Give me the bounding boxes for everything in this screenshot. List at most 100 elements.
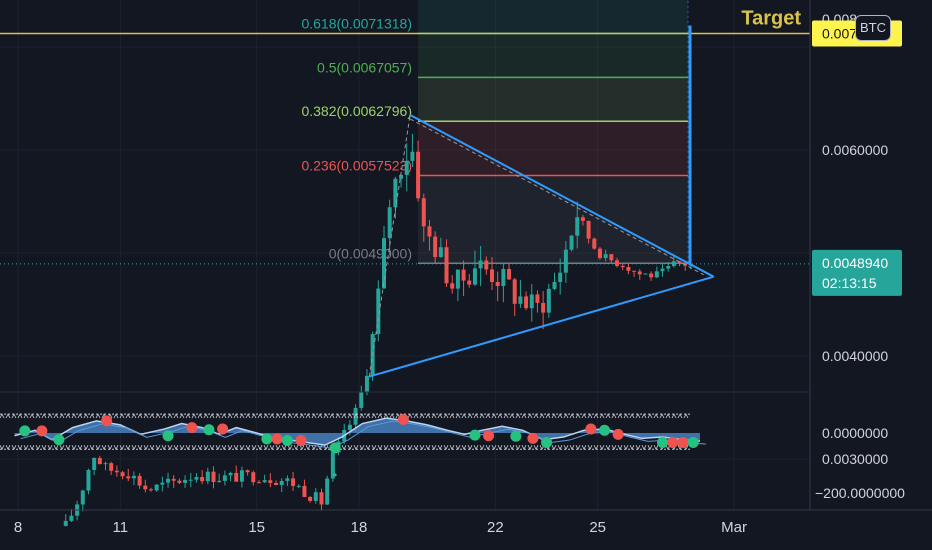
band-tick: [593, 445, 599, 451]
band-tick: [443, 413, 449, 419]
candle-body: [546, 288, 551, 313]
oscillator-pane: [0, 413, 707, 477]
band-tick: [491, 413, 497, 419]
bearish-cross-marker: [271, 433, 283, 445]
time-tick-label: 15: [248, 519, 265, 536]
band-tick: [71, 413, 77, 419]
candle-body: [501, 268, 506, 287]
band-tick: [179, 413, 185, 419]
band-tick: [95, 445, 101, 451]
band-tick: [203, 413, 209, 419]
band-tick: [635, 413, 641, 419]
band-tick: [353, 413, 359, 419]
band-tick: [539, 413, 545, 419]
time-tick-label: 18: [351, 519, 368, 536]
bullish-cross-marker: [510, 430, 522, 442]
band-tick: [299, 445, 305, 451]
candle-body: [558, 272, 563, 282]
candle-body: [234, 472, 239, 482]
band-tick: [215, 445, 221, 451]
band-tick: [527, 445, 533, 451]
candle-body: [279, 480, 284, 485]
band-tick: [497, 413, 503, 419]
candle-body: [160, 482, 165, 485]
band-tick: [239, 445, 245, 451]
candle-body: [148, 489, 153, 491]
candle-body: [171, 478, 176, 481]
bearish-cross-marker: [36, 425, 48, 437]
band-tick: [281, 413, 287, 419]
band-tick: [665, 413, 671, 419]
band-tick: [53, 413, 59, 419]
candle-body: [609, 254, 614, 261]
band-tick: [371, 413, 377, 419]
bearish-cross-marker: [612, 428, 624, 440]
candle-body: [649, 273, 654, 278]
band-tick: [533, 413, 539, 419]
target-line[interactable]: Target: [0, 7, 810, 265]
candle-body: [183, 480, 188, 483]
candle-body: [580, 217, 585, 221]
band-tick: [233, 445, 239, 451]
fibonacci-retracement[interactable]: 0.786(0.0077386)0.618(0.0071318)0.5(0.00…: [301, 0, 689, 265]
candle-body: [137, 475, 142, 486]
bullish-cross-marker: [261, 433, 273, 445]
triangle-upper-trendline[interactable]: [409, 114, 715, 278]
time-axis[interactable]: 8 11 15 18 22 25 Mar: [14, 519, 747, 536]
bullish-cross-marker: [19, 425, 31, 437]
band-tick: [557, 445, 563, 451]
band-tick: [149, 445, 155, 451]
candle-body: [455, 269, 460, 289]
band-tick: [449, 445, 455, 451]
price-tick-label: 0.0030000: [822, 451, 888, 467]
band-tick: [137, 413, 143, 419]
band-tick: [161, 445, 167, 451]
band-tick: [287, 413, 293, 419]
band-tick: [83, 413, 89, 419]
symbol-button[interactable]: BTC: [855, 15, 891, 41]
band-tick: [563, 445, 569, 451]
candle-body: [268, 480, 273, 483]
band-tick: [77, 445, 83, 451]
candle-body: [376, 288, 381, 335]
fib-level-label: 0.5(0.0067057): [317, 59, 412, 75]
band-tick: [95, 413, 101, 419]
time-tick-label: 25: [589, 519, 606, 536]
triangle-pattern[interactable]: [368, 114, 715, 378]
band-tick: [65, 413, 71, 419]
band-tick: [161, 413, 167, 419]
triangle-lower-trendline[interactable]: [368, 275, 714, 378]
candle-body: [330, 452, 335, 479]
band-tick: [401, 445, 407, 451]
band-tick: [347, 445, 353, 451]
band-tick: [545, 413, 551, 419]
band-tick: [563, 413, 569, 419]
candle-body: [364, 375, 369, 392]
band-tick: [269, 445, 275, 451]
candle-body: [194, 477, 199, 480]
bearish-cross-marker: [186, 422, 198, 434]
band-tick: [653, 445, 659, 451]
candle-body: [285, 478, 290, 481]
candle-body: [262, 480, 267, 483]
band-tick: [521, 445, 527, 451]
band-tick: [263, 445, 269, 451]
band-tick: [65, 445, 71, 451]
band-tick: [557, 413, 563, 419]
band-tick: [455, 413, 461, 419]
candle-body: [484, 260, 489, 270]
candle-body: [382, 238, 387, 289]
band-tick: [641, 445, 647, 451]
band-tick: [191, 413, 197, 419]
band-tick: [185, 413, 191, 419]
band-tick: [323, 445, 329, 451]
bullish-cross-marker: [541, 436, 553, 448]
bullish-cross-marker: [469, 429, 481, 441]
candle-body: [410, 151, 415, 161]
band-tick: [335, 413, 341, 419]
outlier-dot: [333, 473, 337, 477]
bearish-cross-marker: [295, 435, 307, 447]
price-axis[interactable]: 0.00300000.00400000.00600000.0080.000000…: [815, 11, 905, 501]
band-tick: [263, 413, 269, 419]
